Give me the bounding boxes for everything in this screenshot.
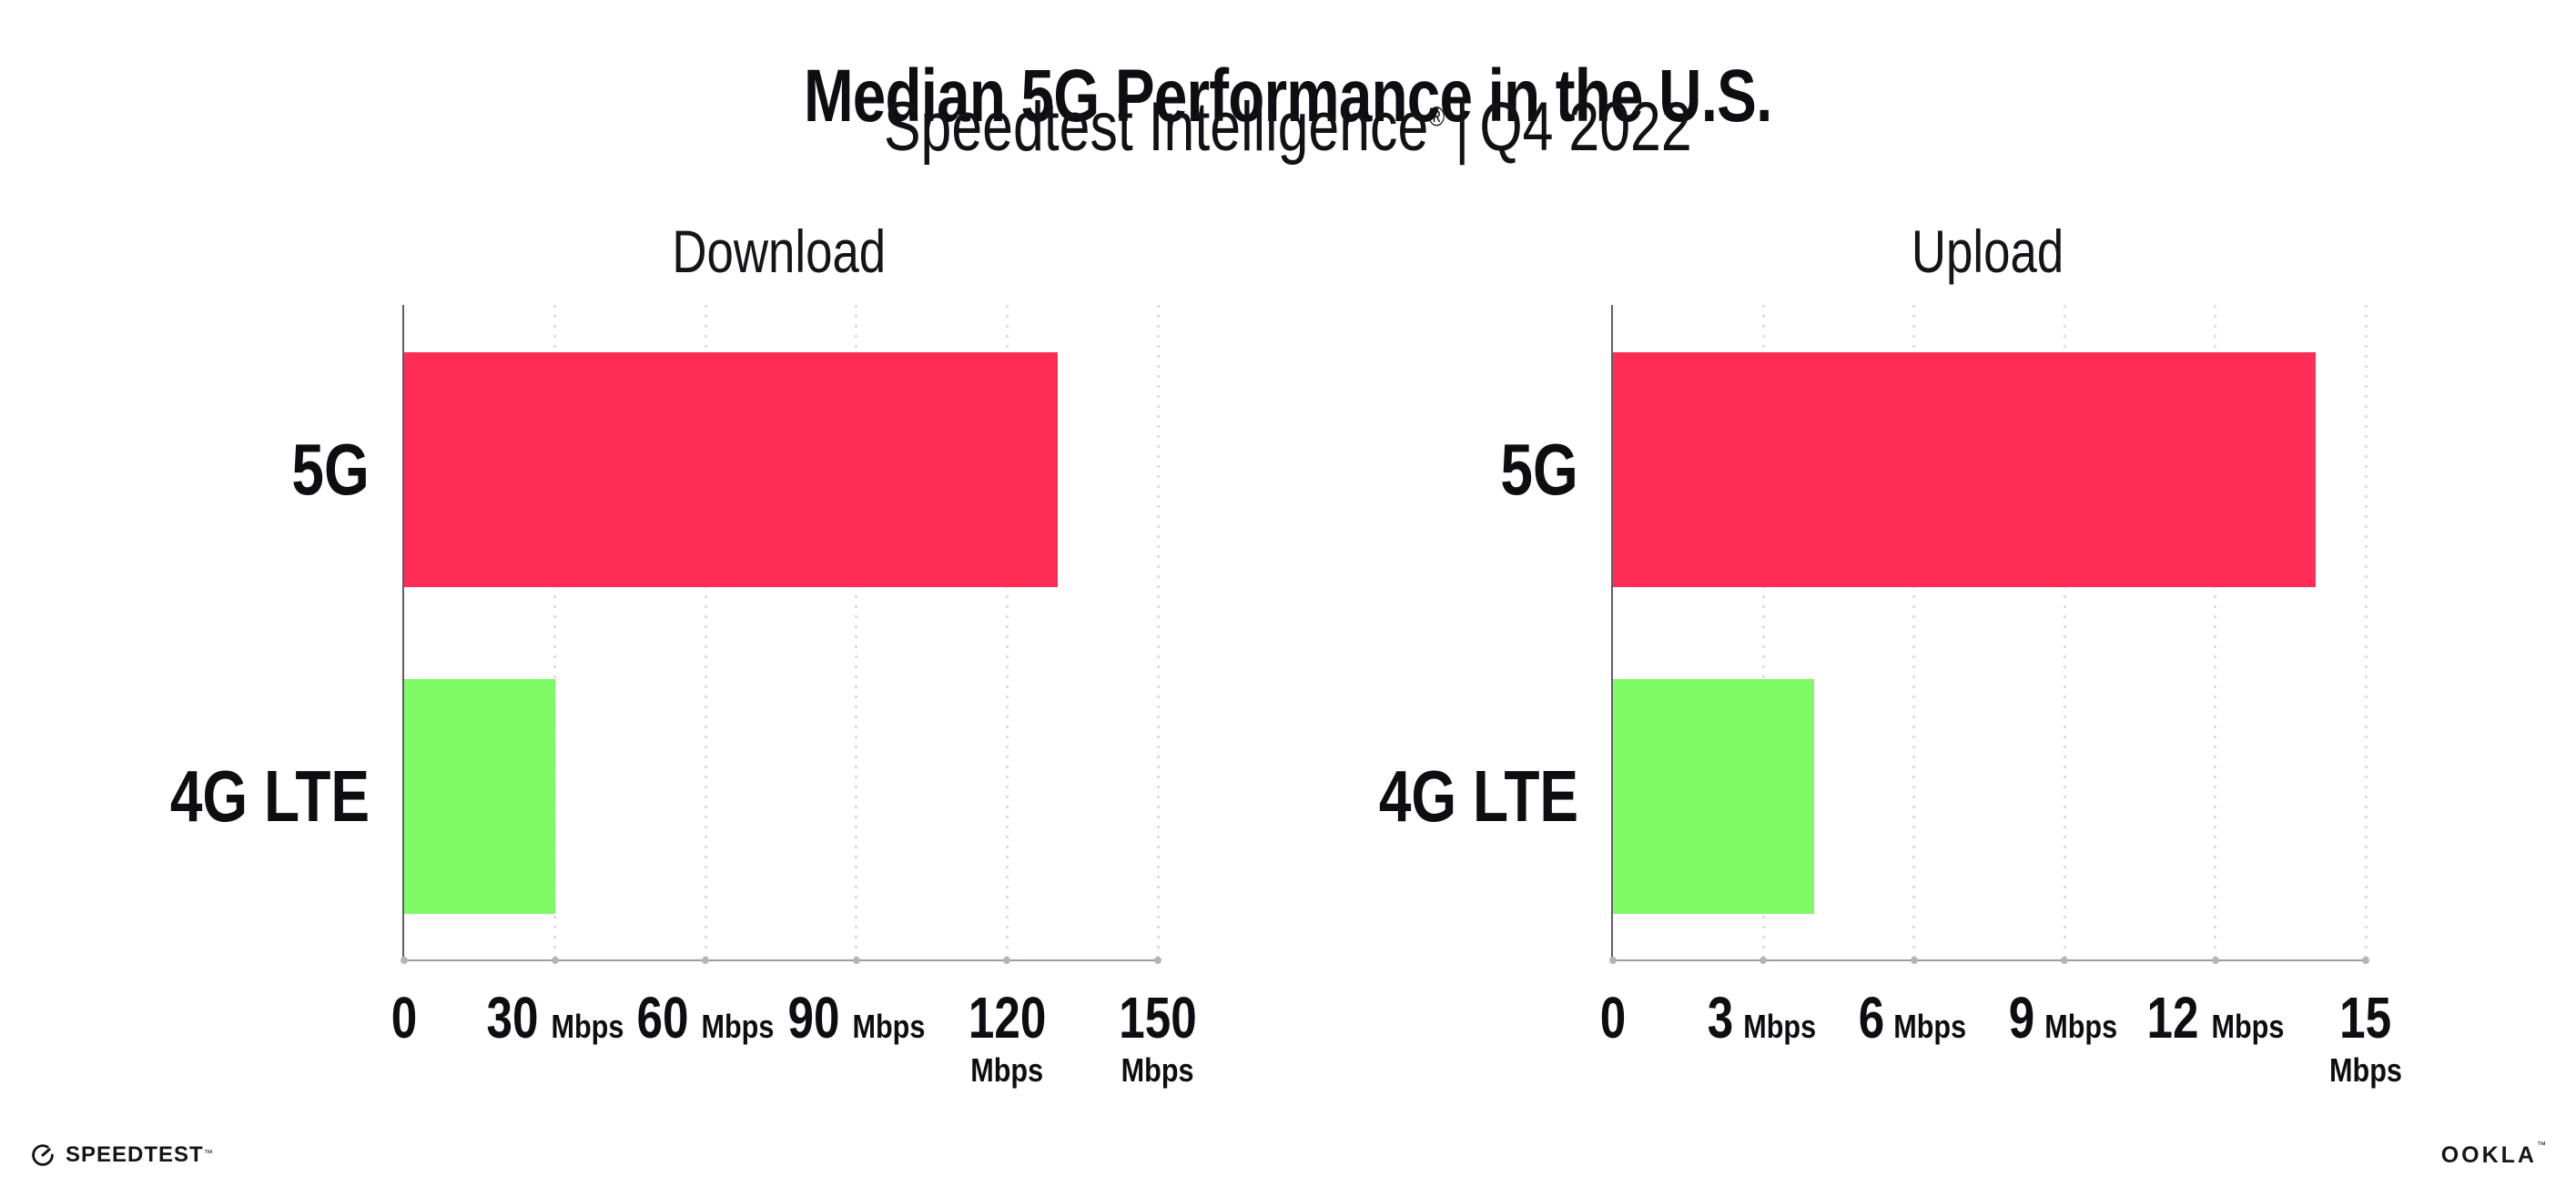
gridline-150: [1156, 305, 1160, 959]
category-label-4g-lte: 4G LTE: [169, 756, 370, 837]
axis-tick-dot-120: [1003, 957, 1011, 964]
axis-tick-dot-150: [1154, 957, 1161, 964]
download-plot-area: 0 30 Mbps 60 Mbps 90 Mbps 120Mbps 150Mbps 5G 4G LT…: [170, 305, 1197, 1087]
x-tick-value: 3: [1708, 985, 1734, 1050]
x-tick-label-9: 9 Mbps: [2005, 989, 2124, 1047]
x-tick-value: 150: [1119, 985, 1197, 1050]
download-chart: Download 0 30 Mbps 60 Mbps 90 Mbps 120Mbps 150Mb…: [170, 221, 1197, 1087]
x-tick-label-15: 15Mbps: [2323, 989, 2409, 1087]
x-tick-label-3: 3 Mbps: [1705, 989, 1823, 1047]
bar-4g-lte: [1613, 679, 1814, 914]
axis-tick-dot-9: [2061, 957, 2069, 964]
bar-5g: [1613, 352, 2316, 587]
page-subtitle: Speedtest Intelligence® | Q4 2022: [0, 93, 2576, 162]
category-label-5g: 5G: [291, 429, 370, 510]
x-tick-label-6: 6 Mbps: [1855, 989, 1973, 1047]
gridline-3: [1761, 305, 1765, 959]
subtitle-period: Q4 2022: [1479, 88, 1692, 166]
x-tick-value: 90: [787, 985, 840, 1050]
gridline-9: [2063, 305, 2066, 959]
axis-tick-dot-6: [1910, 957, 1918, 964]
gridline-60: [704, 305, 707, 959]
ookla-wordmark: OOKLA: [2440, 1142, 2537, 1168]
axis-tick-dot-0: [1609, 957, 1617, 964]
page-title: Median 5G Performance in the U.S.: [804, 54, 1772, 137]
x-tick-unit: Mbps: [701, 1008, 775, 1045]
registered-mark: ®: [1428, 101, 1445, 133]
x-tick-label-0: 0: [388, 989, 421, 1047]
axis-tick-dot-15: [2362, 957, 2369, 964]
axis-tick-dot-90: [852, 957, 860, 964]
x-tick-unit: Mbps: [1121, 1051, 1194, 1089]
speedtest-wordmark: SPEEDTEST: [66, 1142, 204, 1167]
subtitle-brand: Speedtest Intelligence: [884, 88, 1429, 166]
gridline-90: [855, 305, 858, 959]
x-tick-unit: Mbps: [852, 1008, 926, 1045]
speedtest-trademark: ™: [203, 1148, 213, 1159]
x-tick-unit: Mbps: [2329, 1051, 2402, 1089]
x-tick-unit: Mbps: [2211, 1008, 2285, 1045]
gridline-30: [553, 305, 557, 959]
speedtest-logo: SPEEDTEST ™: [31, 1142, 213, 1168]
axis-tick-dot-30: [551, 957, 559, 964]
x-tick-unit: Mbps: [970, 1051, 1044, 1089]
gridline-120: [1005, 305, 1009, 959]
subtitle-divider: |: [1455, 88, 1470, 166]
x-tick-unit: Mbps: [2044, 1008, 2117, 1045]
gridline-12: [2214, 305, 2217, 959]
x-tick-value: 0: [1599, 985, 1627, 1050]
axis-tick-dot-60: [702, 957, 710, 964]
x-tick-label-12: 12 Mbps: [2140, 989, 2290, 1047]
upload-chart: Upload 0 3 Mbps 6 Mbps 9 Mbps 12 Mbps 15Mbps 5G 4G …: [1379, 221, 2402, 1087]
upload-plot-area: 0 3 Mbps 6 Mbps 9 Mbps 12 Mbps 15Mbps 5G 4G LTE: [1379, 305, 2402, 1087]
ookla-trademark: ™: [2537, 1141, 2546, 1151]
x-tick-label-60: 60 Mbps: [631, 989, 781, 1047]
axis-tick-dot-0: [401, 957, 408, 964]
gridline-15: [2364, 305, 2368, 959]
x-tick-unit: Mbps: [551, 1008, 624, 1045]
download-chart-title: Download: [672, 218, 887, 285]
x-tick-value: 120: [968, 985, 1047, 1050]
x-tick-unit: Mbps: [1893, 1008, 1967, 1045]
x-tick-label-120: 120Mbps: [932, 989, 1083, 1087]
x-tick-value: 6: [1858, 985, 1885, 1050]
x-tick-value: 9: [2008, 985, 2035, 1050]
ookla-logo: OOKLA™: [2440, 1141, 2546, 1169]
x-tick-value: 12: [2146, 985, 2199, 1050]
x-tick-unit: Mbps: [1743, 1008, 1817, 1045]
category-label-4g-lte: 4G LTE: [1378, 756, 1578, 837]
axis-tick-dot-12: [2211, 957, 2219, 964]
speedtest-gauge-icon: [31, 1143, 55, 1167]
x-tick-label-0: 0: [1597, 989, 1629, 1047]
x-tick-value: 15: [2339, 985, 2392, 1050]
x-tick-value: 60: [636, 985, 689, 1050]
x-tick-label-30: 30 Mbps: [480, 989, 630, 1047]
upload-chart-title: Upload: [1911, 218, 2064, 285]
x-tick-label-90: 90 Mbps: [781, 989, 931, 1047]
category-label-5g: 5G: [1500, 429, 1578, 510]
x-tick-value: 30: [486, 985, 539, 1050]
bar-5g: [404, 352, 1058, 587]
gridline-6: [1912, 305, 1916, 959]
axis-tick-dot-3: [1760, 957, 1768, 964]
bar-4g-lte: [404, 679, 555, 914]
x-tick-label-150: 150Mbps: [1110, 989, 1207, 1087]
x-tick-value: 0: [390, 985, 418, 1050]
